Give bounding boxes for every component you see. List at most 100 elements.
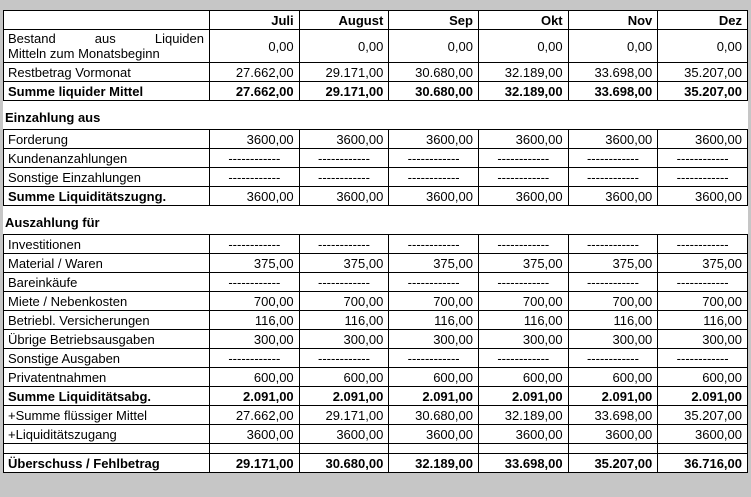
cell-value: 0,00 <box>209 29 300 63</box>
cell-value: ------------ <box>388 348 479 368</box>
cell-value: ------------ <box>567 148 659 168</box>
table-row: Forderung 3600,00 3600,00 3600,00 3600,00 360… <box>3 129 748 149</box>
column-header: Juli <box>209 10 300 30</box>
cell-value: 3600,00 <box>298 424 390 444</box>
column-header: Nov <box>567 10 659 30</box>
cell-value: 3600,00 <box>477 186 569 206</box>
column-header: Sep <box>388 10 479 30</box>
row-label: Restbetrag Vormonat <box>3 62 210 82</box>
cell-value: 32.189,00 <box>477 405 569 425</box>
cell-value: 375,00 <box>298 253 390 273</box>
cell-value <box>298 443 390 454</box>
cell-value: 300,00 <box>657 329 748 349</box>
cell-value: 35.207,00 <box>657 405 748 425</box>
cell-value: ------------ <box>209 348 300 368</box>
cell-value: 2.091,00 <box>388 386 479 406</box>
cell-value: 3600,00 <box>657 186 748 206</box>
cell-value: 600,00 <box>209 367 300 387</box>
table-block: Investitionen ------------ ------------ ---… <box>3 234 748 473</box>
cell-value: 2.091,00 <box>477 386 569 406</box>
cell-value: 30.680,00 <box>388 405 479 425</box>
cell-value: ------------ <box>388 148 479 168</box>
cell-value: 27.662,00 <box>209 81 300 101</box>
cell-value: ------------ <box>477 348 569 368</box>
cell-value: 375,00 <box>477 253 569 273</box>
table-row: Überschuss / Fehlbetrag 29.171,00 30.680,0… <box>3 453 748 473</box>
table-row: Material / Waren 375,00 375,00 375,00 375,00… <box>3 253 748 273</box>
cell-value <box>477 443 569 454</box>
table-block: Forderung 3600,00 3600,00 3600,00 3600,00 360… <box>3 129 748 206</box>
cell-value: 35.207,00 <box>657 81 748 101</box>
row-label: Summe Liquiditätszugng. <box>3 186 210 206</box>
cell-value: 700,00 <box>657 291 748 311</box>
cell-value: ------------ <box>567 234 659 254</box>
table-row: Sonstige Ausgaben ------------ -----------… <box>3 348 748 368</box>
cell-value: ------------ <box>298 272 390 292</box>
cell-value: 30.680,00 <box>388 62 479 82</box>
cell-value: 2.091,00 <box>567 386 659 406</box>
cell-value: ------------ <box>657 272 748 292</box>
cell-value: 600,00 <box>657 367 748 387</box>
row-label: Überschuss / Fehlbetrag <box>3 453 210 473</box>
cell-value: 35.207,00 <box>567 453 659 473</box>
cell-value: ------------ <box>657 348 748 368</box>
row-label: Summe liquider Mittel <box>3 81 210 101</box>
cell-value: 300,00 <box>298 329 390 349</box>
cell-value: 0,00 <box>477 29 569 63</box>
cell-value: ------------ <box>388 272 479 292</box>
table-row: +Liquiditätszugang 3600,00 3600,00 3600,00 3… <box>3 424 748 444</box>
cell-value: 32.189,00 <box>477 62 569 82</box>
cell-value: 3600,00 <box>567 129 659 149</box>
cell-value: 300,00 <box>567 329 659 349</box>
cell-value: ------------ <box>209 148 300 168</box>
corner-cell <box>3 10 210 30</box>
table-row: Bestand aus Liquiden Mitteln zum Monatsbe… <box>3 29 748 63</box>
row-label: Übrige Betriebsausgaben <box>3 329 210 349</box>
row-label: Material / Waren <box>3 253 210 273</box>
cell-value: 375,00 <box>388 253 479 273</box>
table-row: Kundenanzahlungen ------------ -----------… <box>3 148 748 168</box>
cell-value: 29.171,00 <box>298 405 390 425</box>
cell-value: ------------ <box>567 167 659 187</box>
cell-value: 3600,00 <box>657 129 748 149</box>
cell-value <box>388 443 479 454</box>
row-label-line: Bestand aus Liquiden <box>8 31 204 46</box>
cell-value: 3600,00 <box>567 424 659 444</box>
row-label: +Summe flüssiger Mittel <box>3 405 210 425</box>
cell-value: 32.189,00 <box>388 453 479 473</box>
cell-value: 33.698,00 <box>567 405 659 425</box>
cell-value: ------------ <box>477 167 569 187</box>
row-label: Miete / Nebenkosten <box>3 291 210 311</box>
cell-value: ------------ <box>209 272 300 292</box>
cell-value: 3600,00 <box>388 424 479 444</box>
cell-value: ------------ <box>657 234 748 254</box>
cell-value: ------------ <box>298 348 390 368</box>
spacer-row <box>3 443 748 454</box>
cell-value: 3600,00 <box>477 129 569 149</box>
cell-value: 116,00 <box>388 310 479 330</box>
liquidity-plan-sheet: Juli August Sep Okt Nov Dez Bestand aus Liquid… <box>3 10 748 473</box>
cell-value: ------------ <box>388 167 479 187</box>
row-label: Sonstige Ausgaben <box>3 348 210 368</box>
row-label: Betriebl. Versicherungen <box>3 310 210 330</box>
cell-value: ------------ <box>298 234 390 254</box>
row-label: Sonstige Einzahlungen <box>3 167 210 187</box>
table-row: Sonstige Einzahlungen ------------ -------… <box>3 167 748 187</box>
table-row: Summe Liquiditätszugng. 3600,00 3600,00 360… <box>3 186 748 206</box>
row-label: Bareinkäufe <box>3 272 210 292</box>
cell-value: ------------ <box>298 167 390 187</box>
cell-value <box>657 443 748 454</box>
cell-value: ------------ <box>567 272 659 292</box>
cell-value: 32.189,00 <box>477 81 569 101</box>
cell-value: 2.091,00 <box>209 386 300 406</box>
row-label <box>3 443 210 454</box>
row-label: Investitionen <box>3 234 210 254</box>
cell-value: 300,00 <box>209 329 300 349</box>
cell-value: 0,00 <box>657 29 748 63</box>
table-row: Restbetrag Vormonat 27.662,00 29.171,00 30.… <box>3 62 748 82</box>
cell-value: 116,00 <box>477 310 569 330</box>
section-heading: Einzahlung aus <box>3 101 748 129</box>
column-header: August <box>298 10 390 30</box>
header-row: Juli August Sep Okt Nov Dez <box>3 10 748 30</box>
cell-value: ------------ <box>209 167 300 187</box>
